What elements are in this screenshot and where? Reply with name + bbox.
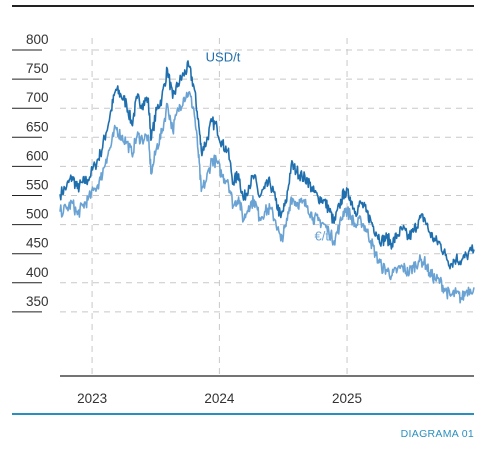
- x-tick-label: 2024: [204, 391, 235, 406]
- y-tick-label: 550: [26, 178, 49, 193]
- y-tick-label: 700: [26, 90, 49, 105]
- y-tick-label: 400: [26, 265, 49, 280]
- y-tick-label: 500: [26, 207, 49, 222]
- y-tick-label: 750: [26, 61, 49, 76]
- y-axis-ticks: 800 750 700 650 600 550 500 450 400 350: [26, 32, 49, 309]
- footer-label: DIAGRAMA 01: [401, 428, 474, 440]
- grid-lines: [12, 38, 474, 376]
- series-annotation: USD/t: [206, 49, 241, 64]
- series-annotations: USD/t €/t: [206, 49, 330, 243]
- x-tick-label: 2025: [332, 391, 362, 406]
- x-axis-ticks: 2023 2024 2025: [77, 391, 362, 406]
- y-tick-label: 450: [26, 236, 49, 251]
- series-line-usd: [59, 60, 475, 270]
- series-lines: [59, 60, 475, 304]
- y-tick-label: 600: [26, 148, 49, 163]
- y-tick-label: 350: [26, 294, 49, 309]
- y-tick-label: 800: [26, 32, 49, 47]
- x-tick-label: 2023: [77, 391, 107, 406]
- y-tick-label: 650: [26, 119, 49, 134]
- series-annotation: €/t: [314, 229, 329, 244]
- series-line-eur: [59, 91, 475, 304]
